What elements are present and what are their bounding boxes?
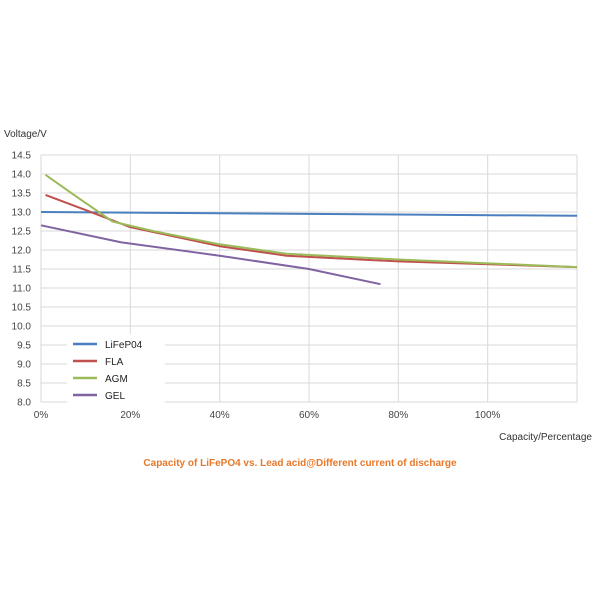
y-tick-labels: 8.0 8.5 9.0 9.5 10.0 10.5 11.0 11.5 12.0 12.5 13.0…: [12, 151, 32, 409]
x-tick-label: 100%: [475, 410, 501, 421]
y-tick-label: 11.0: [12, 284, 31, 295]
plot-lines: [40, 173, 578, 286]
legend-label: GEL: [105, 391, 125, 402]
x-tick-label: 60%: [299, 410, 319, 421]
series-line-lifep04: [40, 211, 578, 217]
legend: LiFeP04 FLA AGM GEL: [67, 334, 165, 405]
y-tick-label: 12.0: [12, 246, 32, 257]
x-axis-title: Capacity/Percentage: [499, 432, 592, 443]
y-tick-label: 14.0: [12, 170, 32, 181]
y-tick-label: 14.5: [12, 151, 32, 162]
series-line-gel: [40, 224, 381, 286]
y-tick-label: 11.5: [12, 265, 31, 276]
y-tick-label: 9.0: [17, 360, 31, 371]
x-tick-label: 40%: [210, 410, 230, 421]
y-tick-label: 8.5: [17, 379, 31, 390]
y-tick-label: 12.5: [12, 227, 32, 238]
legend-label: FLA: [105, 357, 124, 368]
y-tick-label: 9.5: [17, 341, 31, 352]
y-tick-label: 13.0: [12, 208, 32, 219]
x-tick-labels: 0% 20% 40% 60% 80% 100%: [34, 410, 501, 421]
x-tick-label: 80%: [388, 410, 408, 421]
legend-label: LiFeP04: [105, 340, 143, 351]
series-line-agm: [44, 173, 578, 269]
chart-caption: Capacity of LiFePO4 vs. Lead acid@Differ…: [143, 458, 457, 469]
x-tick-label: 20%: [120, 410, 140, 421]
legend-background: [67, 334, 165, 405]
y-axis-title: Voltage/V: [4, 129, 47, 140]
legend-label: AGM: [105, 374, 128, 385]
y-tick-label: 10.5: [12, 303, 32, 314]
y-tick-label: 8.0: [17, 398, 31, 409]
y-tick-label: 13.5: [12, 189, 32, 200]
x-tick-label: 0%: [34, 410, 49, 421]
y-tick-label: 10.0: [12, 322, 32, 333]
series-line-fla: [45, 193, 578, 269]
